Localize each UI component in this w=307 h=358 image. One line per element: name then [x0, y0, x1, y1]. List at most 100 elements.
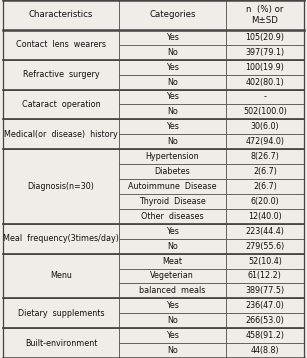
Text: 6(20.0): 6(20.0): [251, 197, 279, 206]
Bar: [226, 30, 304, 45]
Bar: [226, 328, 304, 343]
Text: Autoimmune  Disease: Autoimmune Disease: [128, 182, 216, 191]
Text: Yes: Yes: [166, 63, 179, 72]
Text: 30(6.0): 30(6.0): [251, 122, 279, 131]
Bar: [226, 119, 304, 134]
Bar: [119, 268, 226, 284]
Bar: [3, 298, 119, 328]
Text: Contact  lens  wearers: Contact lens wearers: [16, 40, 106, 49]
Bar: [226, 179, 304, 194]
Text: Yes: Yes: [166, 331, 179, 340]
Bar: [3, 30, 119, 60]
Text: 61(12.2): 61(12.2): [248, 271, 282, 280]
Text: Thyroid  Disease: Thyroid Disease: [139, 197, 206, 206]
Text: Other  diseases: Other diseases: [141, 212, 204, 221]
Text: 236(47.0): 236(47.0): [245, 301, 284, 310]
Bar: [226, 268, 304, 284]
Bar: [226, 164, 304, 179]
Text: No: No: [167, 137, 178, 146]
Text: Yes: Yes: [166, 33, 179, 42]
Text: Diabetes: Diabetes: [154, 167, 190, 176]
Bar: [226, 60, 304, 74]
Bar: [226, 149, 304, 164]
Bar: [226, 194, 304, 209]
Bar: [119, 239, 226, 253]
Bar: [119, 90, 226, 105]
Text: 105(20.9): 105(20.9): [245, 33, 284, 42]
Bar: [119, 328, 226, 343]
Bar: [226, 298, 304, 313]
Bar: [226, 284, 304, 298]
Bar: [119, 60, 226, 74]
Bar: [119, 179, 226, 194]
Bar: [3, 0, 119, 30]
Text: 397(79.1): 397(79.1): [245, 48, 284, 57]
Bar: [226, 343, 304, 358]
Text: No: No: [167, 48, 178, 57]
Text: No: No: [167, 107, 178, 116]
Bar: [226, 239, 304, 253]
Bar: [3, 149, 119, 224]
Text: Refractive  surgery: Refractive surgery: [23, 70, 99, 79]
Bar: [119, 209, 226, 224]
Text: Vegeterian: Vegeterian: [150, 271, 194, 280]
Text: Meat: Meat: [162, 257, 182, 266]
Bar: [226, 313, 304, 328]
Text: No: No: [167, 316, 178, 325]
Text: Diagnosis(n=30): Diagnosis(n=30): [28, 182, 95, 191]
Text: 2(6.7): 2(6.7): [253, 167, 277, 176]
Text: 223(44.4): 223(44.4): [245, 227, 284, 236]
Text: balanced  meals: balanced meals: [139, 286, 205, 295]
Text: Yes: Yes: [166, 92, 179, 101]
Text: 44(8.8): 44(8.8): [251, 346, 279, 355]
Text: No: No: [167, 78, 178, 87]
Text: 2(6.7): 2(6.7): [253, 182, 277, 191]
Text: Characteristics: Characteristics: [29, 10, 93, 19]
Bar: [119, 224, 226, 239]
Text: 52(10.4): 52(10.4): [248, 257, 282, 266]
Bar: [226, 209, 304, 224]
Bar: [119, 45, 226, 60]
Text: 266(53.0): 266(53.0): [245, 316, 284, 325]
Text: -: -: [263, 92, 266, 101]
Text: Categories: Categories: [149, 10, 196, 19]
Bar: [119, 343, 226, 358]
Bar: [226, 74, 304, 90]
Bar: [226, 0, 304, 30]
Text: Yes: Yes: [166, 227, 179, 236]
Text: Cataract  operation: Cataract operation: [22, 100, 100, 109]
Text: 389(77.5): 389(77.5): [245, 286, 284, 295]
Bar: [119, 0, 226, 30]
Bar: [119, 119, 226, 134]
Bar: [119, 30, 226, 45]
Text: Meal  frequency(3times/day): Meal frequency(3times/day): [3, 234, 119, 243]
Bar: [119, 194, 226, 209]
Bar: [226, 224, 304, 239]
Bar: [119, 284, 226, 298]
Text: Hypertension: Hypertension: [146, 152, 199, 161]
Bar: [3, 328, 119, 358]
Text: No: No: [167, 346, 178, 355]
Bar: [119, 74, 226, 90]
Text: Medical(or  disease)  history: Medical(or disease) history: [4, 130, 118, 139]
Text: 100(19.9): 100(19.9): [245, 63, 284, 72]
Text: 279(55.6): 279(55.6): [245, 242, 285, 251]
Bar: [119, 313, 226, 328]
Text: No: No: [167, 242, 178, 251]
Bar: [226, 105, 304, 119]
Text: 8(26.7): 8(26.7): [251, 152, 279, 161]
Bar: [119, 253, 226, 268]
Bar: [3, 60, 119, 90]
Bar: [3, 253, 119, 298]
Bar: [3, 224, 119, 253]
Text: Built-environment: Built-environment: [25, 339, 97, 348]
Bar: [3, 119, 119, 149]
Text: 402(80.1): 402(80.1): [245, 78, 284, 87]
Bar: [119, 105, 226, 119]
Bar: [119, 298, 226, 313]
Bar: [119, 134, 226, 149]
Bar: [226, 253, 304, 268]
Text: 502(100.0): 502(100.0): [243, 107, 287, 116]
Bar: [119, 164, 226, 179]
Bar: [226, 90, 304, 105]
